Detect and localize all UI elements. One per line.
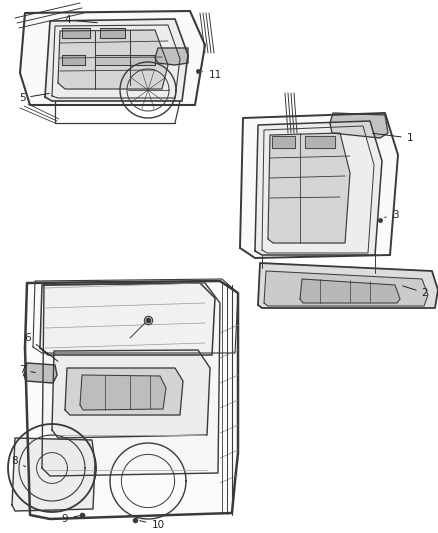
Text: 4: 4 [65,15,97,25]
Polygon shape [62,28,90,38]
Polygon shape [305,136,335,148]
Text: 5: 5 [19,93,49,103]
Polygon shape [240,113,398,258]
Polygon shape [58,30,168,89]
Text: 10: 10 [140,520,165,530]
Polygon shape [24,363,57,383]
Polygon shape [95,55,155,65]
Text: 7: 7 [19,365,35,375]
Polygon shape [80,375,166,410]
Polygon shape [25,281,238,519]
Text: 3: 3 [385,210,398,220]
Text: 1: 1 [373,133,413,143]
Text: 8: 8 [12,456,25,467]
Text: 6: 6 [25,333,58,361]
Polygon shape [264,271,428,306]
Polygon shape [300,279,400,303]
Polygon shape [100,28,125,38]
Polygon shape [258,263,438,308]
Polygon shape [42,283,220,476]
Polygon shape [40,283,215,355]
Polygon shape [255,121,382,255]
Polygon shape [65,368,183,415]
Text: 11: 11 [203,70,222,80]
Polygon shape [62,55,85,65]
Polygon shape [20,11,205,105]
Polygon shape [45,19,188,101]
Text: 9: 9 [62,514,79,524]
Polygon shape [155,48,188,65]
Polygon shape [330,113,388,138]
Polygon shape [52,350,210,438]
Polygon shape [12,438,95,511]
Text: 2: 2 [403,286,428,298]
Polygon shape [268,133,350,243]
Polygon shape [272,136,295,148]
